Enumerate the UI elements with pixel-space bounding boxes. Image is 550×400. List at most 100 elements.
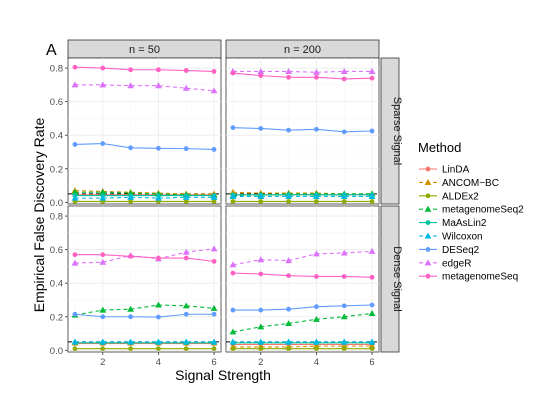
data-point	[210, 304, 218, 311]
data-point	[71, 81, 79, 88]
data-point	[341, 199, 347, 204]
data-point	[341, 346, 347, 352]
panel-background	[67, 205, 222, 353]
data-point	[99, 194, 107, 201]
data-point	[99, 258, 107, 265]
data-point	[368, 310, 376, 316]
data-point	[156, 145, 161, 151]
data-point	[156, 314, 161, 320]
data-point	[258, 346, 264, 352]
data-point	[368, 338, 376, 345]
data-point	[230, 199, 236, 204]
data-point	[100, 65, 106, 71]
series-wilcoxon	[71, 338, 218, 345]
data-point	[341, 274, 347, 279]
panel-background	[225, 205, 380, 353]
data-point	[313, 193, 320, 199]
data-point	[369, 128, 375, 134]
legend-marker	[425, 166, 431, 172]
legend-item-wilcoxon: Wilcoxon	[419, 232, 483, 243]
data-point	[211, 199, 217, 204]
series-line	[74, 313, 215, 318]
y-tick-label: 0.2	[50, 164, 63, 175]
series-wilcoxon	[229, 338, 376, 345]
legend-marker	[425, 220, 431, 226]
data-point	[257, 323, 265, 330]
data-point	[340, 249, 348, 256]
data-point	[230, 125, 236, 131]
data-point	[368, 68, 376, 74]
strip-col-label: n = 200	[284, 44, 321, 56]
data-point	[258, 126, 264, 131]
data-point	[72, 252, 78, 258]
strip-row-sparse-signal	[380, 57, 400, 205]
series-line	[74, 254, 215, 262]
strip-col-label: n = 50	[129, 44, 160, 56]
data-point	[211, 258, 217, 264]
data-point	[258, 73, 264, 79]
data-point	[127, 338, 134, 345]
data-point	[257, 338, 265, 345]
data-point	[229, 193, 237, 199]
data-point	[71, 338, 79, 345]
legend-marker	[425, 193, 431, 199]
series-line	[232, 70, 373, 73]
series-line	[74, 190, 215, 195]
series-line	[74, 191, 215, 197]
data-point	[128, 346, 133, 352]
y-tick-label: 0.2	[50, 312, 63, 323]
data-point	[230, 70, 236, 76]
series-edger	[71, 81, 218, 94]
data-point	[286, 346, 291, 352]
data-point	[368, 247, 376, 254]
series-line	[232, 72, 373, 80]
data-point	[285, 257, 292, 264]
data-point	[368, 193, 376, 199]
data-point	[286, 127, 291, 133]
data-point	[156, 346, 161, 352]
data-point	[71, 194, 79, 201]
series-wilcoxon	[71, 193, 218, 201]
data-point	[230, 270, 236, 276]
data-point	[285, 320, 292, 327]
data-point	[258, 199, 264, 204]
data-point	[369, 302, 375, 308]
data-point	[71, 188, 79, 195]
data-point	[155, 301, 162, 308]
legend-item-maaslin2: MaAsLin2	[419, 218, 487, 229]
x-tick-label: 6	[369, 357, 374, 368]
series-deseq2	[230, 125, 375, 135]
data-point	[156, 255, 161, 261]
data-point	[286, 306, 291, 312]
y-tick-label: 0.0	[50, 198, 63, 209]
data-point	[155, 194, 162, 201]
series-line	[232, 312, 373, 333]
legend-item-metagenomeseq: metagenomeSeq	[419, 272, 518, 283]
series-wilcoxon	[229, 193, 376, 199]
legend-label: Wilcoxon	[442, 232, 483, 243]
data-point	[127, 193, 134, 200]
data-point	[99, 81, 107, 88]
x-tick-label: 2	[100, 357, 105, 368]
data-point	[257, 68, 265, 74]
legend-marker	[424, 205, 432, 212]
x-axis-label: Signal Strength	[175, 367, 271, 383]
data-point	[313, 68, 320, 75]
legend-item-aldex2: ALDEx2	[419, 191, 479, 202]
panels-group: n = 50 n = 200 Sparse Signal Dense Signal 0.…	[50, 39, 403, 368]
data-point	[340, 313, 348, 320]
y-axis-label: Empirical False Discovery Rate	[31, 118, 47, 313]
data-point	[211, 311, 217, 317]
legend-label: metagenomeSeq2	[442, 205, 524, 216]
data-point	[128, 67, 133, 73]
data-point	[72, 64, 78, 70]
data-point	[340, 193, 348, 199]
data-point	[369, 199, 375, 204]
legend-item-metagenomeseq2: metagenomeSeq2	[419, 205, 524, 216]
data-point	[128, 253, 133, 259]
data-point	[229, 261, 237, 268]
series-aldex2	[72, 346, 217, 352]
series-line	[74, 304, 215, 316]
data-point	[313, 250, 320, 257]
data-point	[314, 74, 319, 80]
